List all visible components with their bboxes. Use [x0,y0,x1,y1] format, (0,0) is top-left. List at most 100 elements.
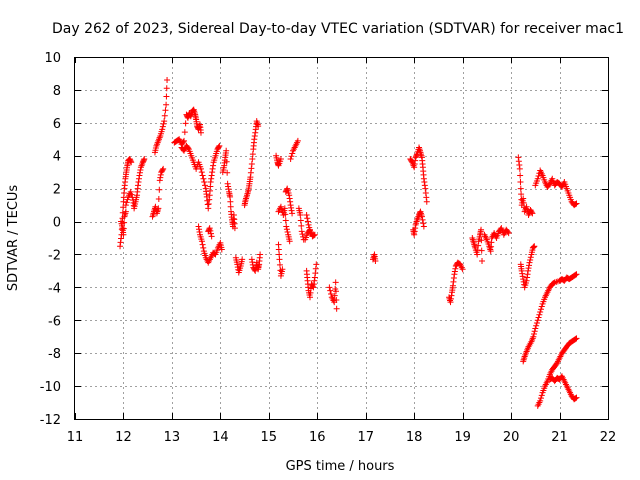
data-point [573,335,580,342]
x-tick-label: 12 [115,430,132,445]
data-point [199,172,206,179]
data-point [572,395,579,402]
data-point [277,156,284,163]
data-point [327,287,334,294]
data-point [197,165,204,172]
data-point [216,142,223,149]
data-point [517,179,524,186]
y-tick-label: -2 [48,248,61,263]
data-point [532,325,539,332]
data-point [278,206,285,213]
x-tick-label: 18 [406,430,423,445]
data-point [572,271,579,278]
data-point [197,129,204,136]
data-point [528,209,535,216]
data-point [286,238,293,245]
data-point [531,328,538,335]
data-point [123,199,130,206]
data-point [282,211,289,218]
x-tick-label: 21 [551,430,568,445]
y-tick-label: -8 [48,347,61,362]
data-point [277,203,284,210]
x-tick-label: 16 [309,430,326,445]
data-point [313,261,320,268]
data-point [224,169,231,176]
data-point [127,188,134,195]
data-point [200,244,207,251]
data-point [478,247,485,254]
data-point [311,231,318,238]
x-tick-labels: 11 12 13 14 15 16 17 18 19 20 21 22 [67,430,617,445]
y-tick-label: 4 [53,150,61,165]
data-point [307,230,314,237]
data-point [505,230,512,237]
y-tick-label: 0 [53,216,61,231]
data-point [517,172,524,179]
data-point [182,120,189,127]
data-point [538,392,545,399]
data-point [533,320,540,327]
x-tick-label: 20 [503,430,520,445]
data-point [288,153,295,160]
data-point [420,220,427,227]
data-point [408,158,415,165]
data-point [537,309,544,316]
data-point [282,217,289,224]
data-point [533,322,540,329]
data-point [527,254,534,261]
data-point [523,203,530,210]
x-tick-label: 15 [261,430,278,445]
data-point [120,231,127,238]
data-point [332,279,339,286]
data-point [255,123,262,130]
data-point [478,226,485,233]
y-tick-label: 2 [53,183,61,198]
data-point [530,333,537,340]
data-point [535,314,542,321]
data-point [208,233,215,240]
data-point [128,159,135,166]
data-point [162,107,169,114]
data-point [536,311,543,318]
chart-title: Day 262 of 2023, Sidereal Day-to-day VTE… [52,21,624,37]
data-point [122,208,129,215]
data-point [223,147,230,154]
data-point [572,335,579,342]
data-point [281,205,288,212]
data-point [160,165,167,172]
data-point [328,290,335,297]
data-point [289,150,296,157]
data-point [200,175,207,182]
data-point [159,166,166,173]
data-point [531,330,538,337]
data-point [218,246,225,253]
data-point [155,205,162,212]
data-point [372,258,379,265]
data-point [289,210,296,217]
data-point [478,237,485,244]
data-point [207,227,214,234]
data-point [534,175,541,182]
data-point [572,200,579,207]
grid [75,57,608,419]
data-point [161,118,168,125]
data-point [159,123,166,130]
data-point [331,292,338,299]
data-point [163,101,170,108]
data-point [198,169,205,176]
data-point [333,288,340,295]
x-tick-label: 14 [212,430,229,445]
data-point [121,219,128,226]
data-point [124,196,131,203]
data-point [215,143,222,150]
data-point [206,225,213,232]
data-point [305,221,312,228]
data-point [526,259,533,266]
data-point [201,179,208,186]
data-point [459,266,466,273]
data-point [420,223,427,230]
data-point [276,256,283,263]
data-point [279,266,286,273]
x-tick-label: 22 [600,430,617,445]
data-point [311,232,318,239]
